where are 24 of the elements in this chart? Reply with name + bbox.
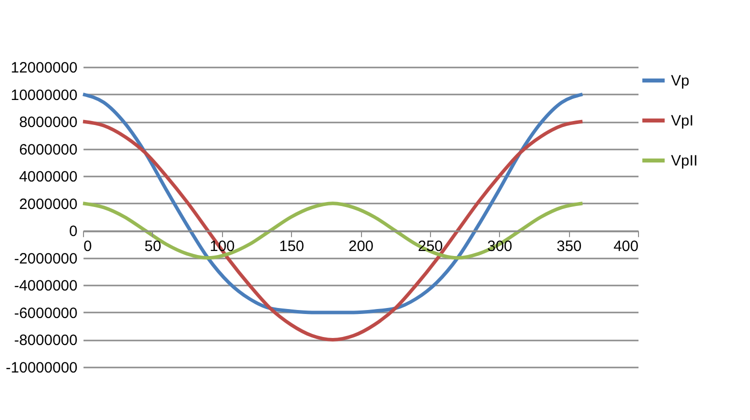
y-tick-label: -10000000 — [6, 360, 78, 376]
y-tick-label: 4000000 — [19, 168, 78, 186]
y-tick-label: -8000000 — [14, 332, 78, 350]
line-series — [81, 92, 584, 314]
y-tick-label: -6000000 — [14, 304, 78, 322]
y-tick-label: 10000000 — [10, 86, 78, 104]
x-tick-label: 350 — [556, 238, 582, 256]
y-tick-label: 2000000 — [19, 196, 78, 213]
legend-label: VpI — [671, 112, 694, 130]
y-tick-label: -4000000 — [14, 278, 78, 295]
x-tick-label: 0 — [84, 238, 92, 256]
legend-label: Vp — [671, 72, 690, 90]
x-tick-label: 150 — [279, 238, 304, 256]
x-tick-label: 400 — [613, 238, 638, 256]
line-series — [81, 202, 584, 260]
legend-label: VpII — [671, 152, 698, 170]
y-tick-label: 8000000 — [19, 114, 78, 132]
y-tick-label: 6000000 — [19, 141, 78, 158]
y-tick-label: -2000000 — [14, 250, 78, 268]
y-tick-label: 0 — [69, 223, 78, 240]
x-tick-label: 200 — [348, 238, 374, 256]
y-tick-label: 12000000 — [10, 60, 78, 76]
line-series — [81, 120, 584, 342]
x-tick-label: 50 — [144, 238, 162, 256]
